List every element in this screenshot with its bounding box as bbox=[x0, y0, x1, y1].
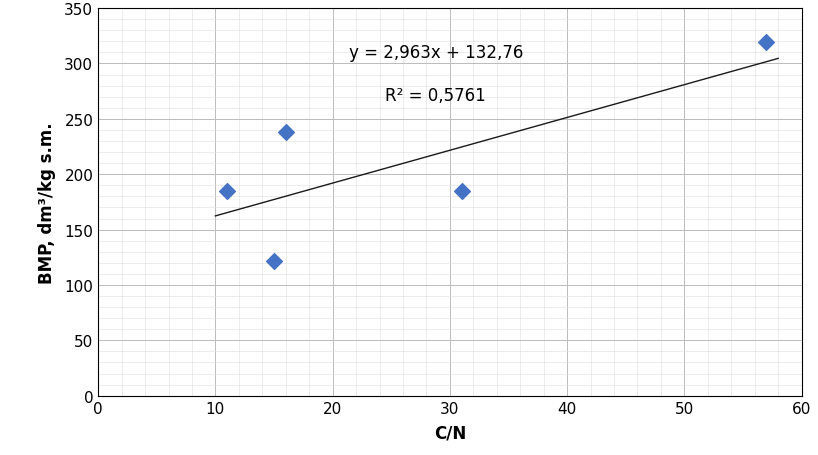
Point bbox=[267, 258, 281, 265]
Text: R² = 0,5761: R² = 0,5761 bbox=[385, 86, 486, 104]
Point bbox=[279, 129, 292, 136]
Point bbox=[221, 188, 234, 195]
Y-axis label: BMP, dm³/kg s.m.: BMP, dm³/kg s.m. bbox=[38, 122, 56, 283]
X-axis label: C/N: C/N bbox=[434, 424, 466, 442]
Text: y = 2,963x + 132,76: y = 2,963x + 132,76 bbox=[348, 44, 523, 62]
Point bbox=[455, 188, 468, 195]
Point bbox=[760, 40, 773, 47]
